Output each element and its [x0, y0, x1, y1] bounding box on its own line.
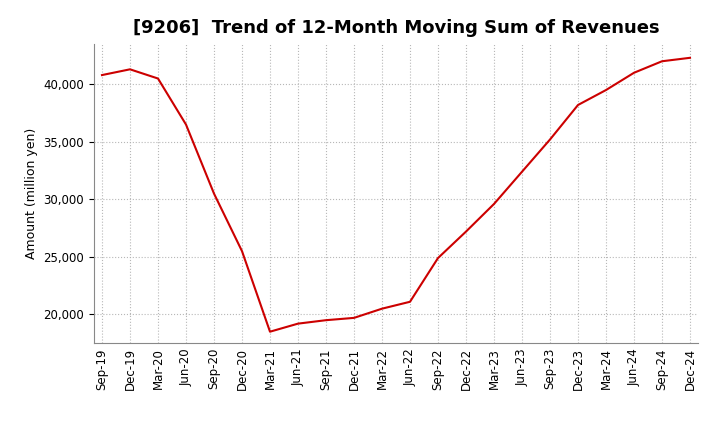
- Y-axis label: Amount (million yen): Amount (million yen): [24, 128, 37, 259]
- Title: [9206]  Trend of 12-Month Moving Sum of Revenues: [9206] Trend of 12-Month Moving Sum of R…: [132, 19, 660, 37]
